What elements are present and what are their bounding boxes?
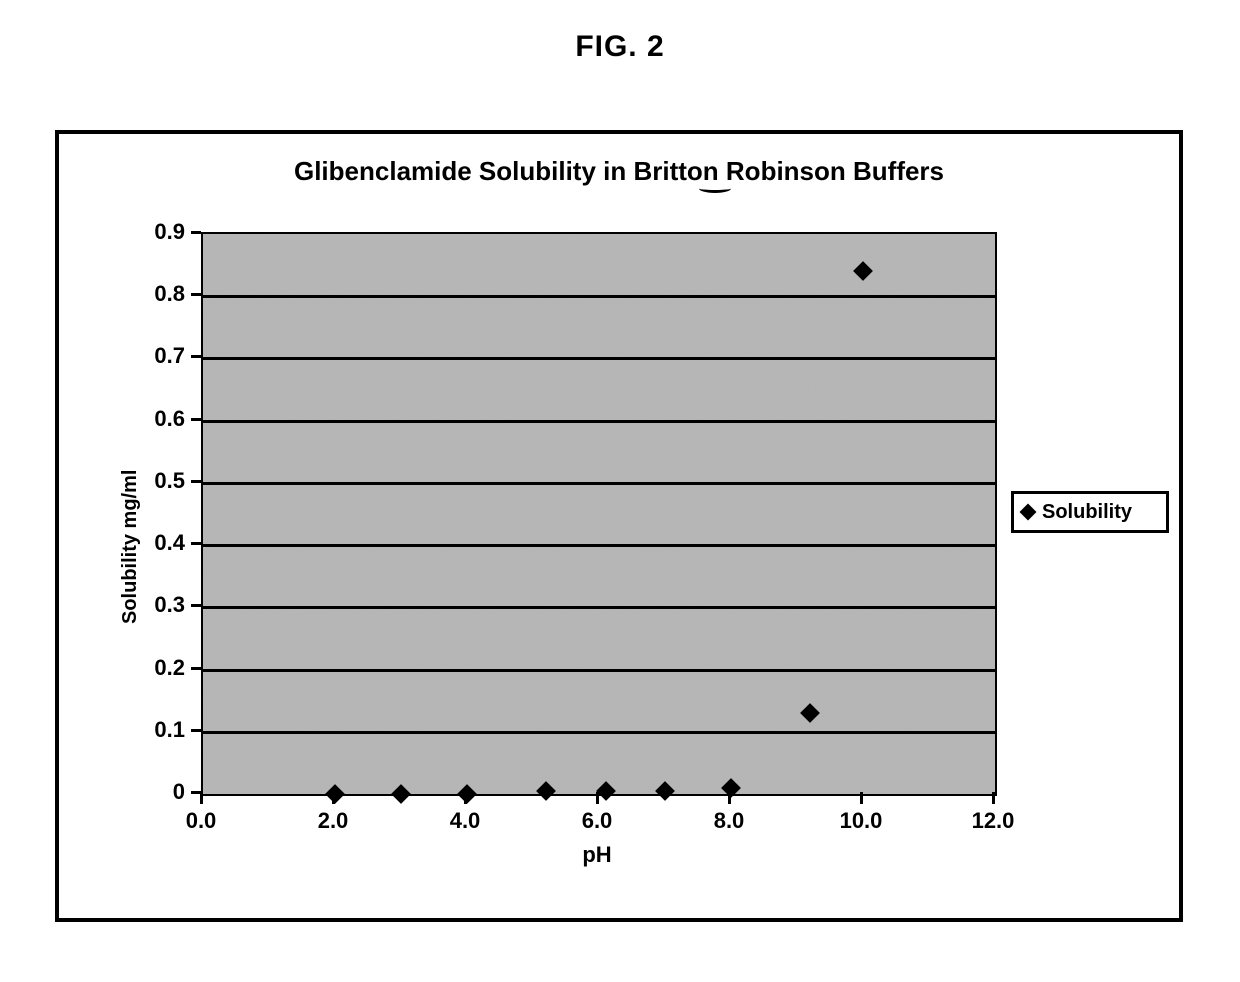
y-tick-label: 0.2 (135, 655, 185, 681)
chart-title: Glibenclamide Solubility in Britton Robi… (59, 156, 1179, 187)
x-tick-label: 4.0 (435, 808, 495, 834)
chart-frame: Glibenclamide Solubility in Britton Robi… (55, 130, 1183, 922)
y-tick (191, 542, 201, 545)
chart-title-text: Glibenclamide Solubility in Britton Robi… (294, 156, 944, 186)
x-tick (728, 792, 731, 804)
x-tick-label: 8.0 (699, 808, 759, 834)
y-axis-title: Solubility mg/ml (119, 470, 142, 624)
x-tick (860, 792, 863, 804)
x-tick-label: 12.0 (963, 808, 1023, 834)
plot-background (203, 234, 995, 794)
y-tick (191, 480, 201, 483)
gridline (203, 606, 995, 609)
gridline (203, 731, 995, 734)
y-tick-label: 0.6 (135, 406, 185, 432)
x-axis-title: pH (201, 842, 993, 868)
y-tick-label: 0.9 (135, 219, 185, 245)
gridline (203, 357, 995, 360)
y-tick-label: 0 (135, 779, 185, 805)
plot-area (201, 232, 997, 796)
x-tick-label: 2.0 (303, 808, 363, 834)
x-tick (200, 792, 203, 804)
gridline (203, 482, 995, 485)
gridline (203, 295, 995, 298)
legend-marker-diamond-icon (1020, 504, 1037, 521)
y-tick (191, 418, 201, 421)
figure-label: FIG. 2 (0, 30, 1240, 64)
y-tick-label: 0.8 (135, 281, 185, 307)
title-underline-decor (699, 184, 731, 193)
x-tick (992, 792, 995, 804)
legend: Solubility (1011, 491, 1169, 533)
y-tick-label: 0.3 (135, 592, 185, 618)
y-tick (191, 604, 201, 607)
x-tick (332, 792, 335, 804)
page: FIG. 2 Glibenclamide Solubility in Britt… (0, 0, 1240, 982)
x-tick (596, 792, 599, 804)
y-tick (191, 231, 201, 234)
y-tick (191, 729, 201, 732)
y-tick (191, 667, 201, 670)
gridline (203, 420, 995, 423)
gridline (203, 669, 995, 672)
x-tick-label: 0.0 (171, 808, 231, 834)
x-tick-label: 6.0 (567, 808, 627, 834)
x-tick (464, 792, 467, 804)
y-tick-label: 0.4 (135, 530, 185, 556)
y-tick (191, 355, 201, 358)
y-tick-label: 0.1 (135, 717, 185, 743)
y-tick-label: 0.5 (135, 468, 185, 494)
legend-label: Solubility (1042, 501, 1132, 524)
y-tick (191, 293, 201, 296)
gridline (203, 544, 995, 547)
x-tick-label: 10.0 (831, 808, 891, 834)
y-tick-label: 0.7 (135, 343, 185, 369)
